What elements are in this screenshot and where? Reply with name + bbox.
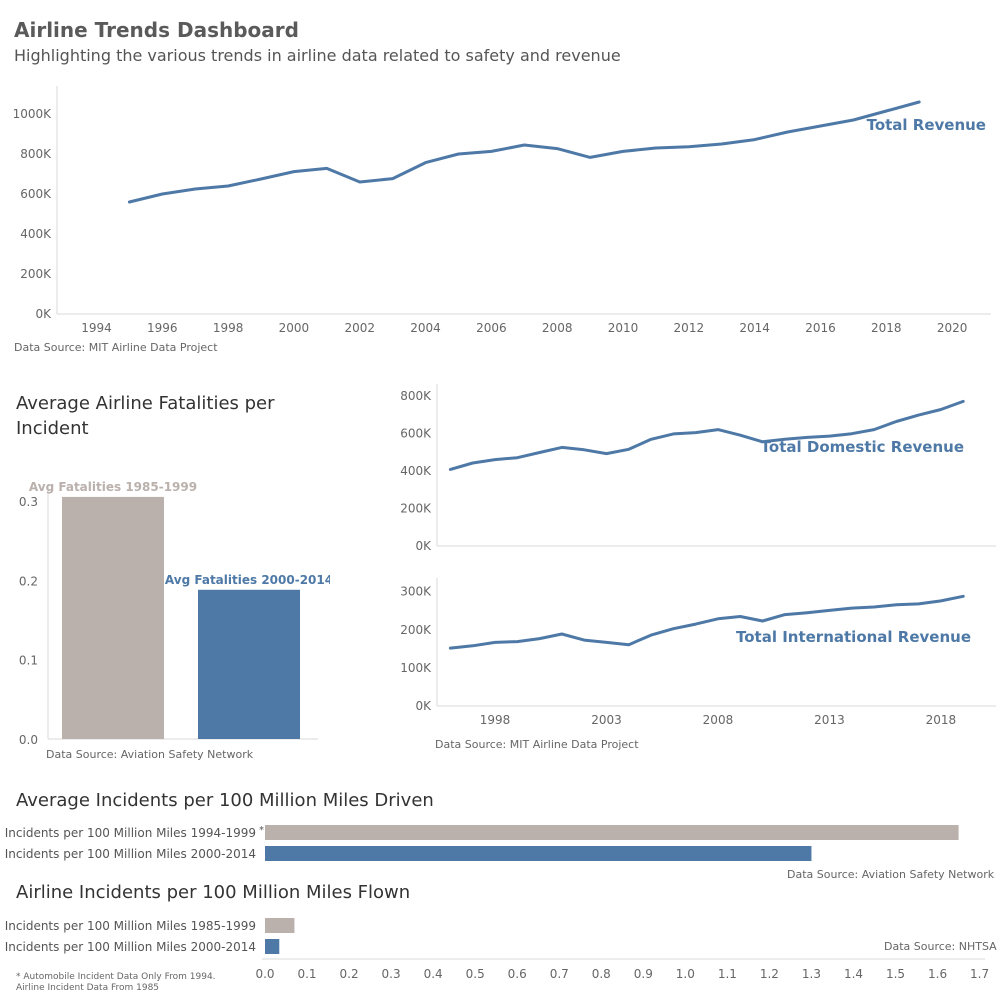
x-tick-label: 0.7 (550, 967, 569, 981)
x-tick-label: 2008 (703, 713, 734, 727)
x-tick-label: 2012 (674, 321, 705, 335)
international-revenue-chart: 0K 100K 200K 300K 1998 2003 2008 2013 2018 Total … (400, 578, 996, 727)
x-tick-label: 0.0 (255, 967, 274, 981)
flown-chart: Incidents per 100 Million Miles 1985-199… (5, 918, 989, 981)
y-tick-label: 200K (400, 623, 432, 637)
x-tick-label: 2008 (542, 321, 573, 335)
y-tick-label: 100K (400, 661, 432, 675)
x-tick-label: 0.3 (382, 967, 401, 981)
x-tick-label: 1.2 (760, 967, 779, 981)
x-tick-label: 1994 (81, 321, 112, 335)
x-tick-label: 2006 (476, 321, 507, 335)
x-tick-label: 1.5 (886, 967, 905, 981)
x-tick-label: 1.1 (718, 967, 737, 981)
bar-label: Avg Fatalities 1985-1999 (29, 480, 197, 494)
flown-title: Airline Incidents per 100 Million Miles … (16, 882, 411, 903)
driven-chart: Incidents per 100 Million Miles 1994-199… (5, 825, 959, 861)
y-tick-label: 0.1 (19, 654, 38, 668)
y-tick-label: 800K (20, 147, 52, 161)
total-revenue-source: Data Source: MIT Airline Data Project (14, 341, 218, 354)
x-tick-label: 2013 (814, 713, 845, 727)
x-tick-label: 2018 (926, 713, 957, 727)
x-tick-label: 2000 (279, 321, 310, 335)
x-tick-label: 2014 (739, 321, 770, 335)
y-tick-label: 0.0 (19, 733, 38, 747)
x-tick-label: 1.3 (802, 967, 821, 981)
y-tick-label: 0K (35, 307, 52, 321)
x-tick-label: 1.7 (970, 967, 989, 981)
series-label: Total International Revenue (736, 628, 971, 646)
x-tick-label: 2016 (805, 321, 836, 335)
driven-title: Average Incidents per 100 Million Miles … (16, 790, 434, 811)
y-tick-label: 600K (400, 426, 432, 440)
series-label: Total Domestic Revenue (761, 438, 964, 456)
y-tick-label: 0K (415, 699, 432, 713)
y-tick-label: 400K (400, 464, 432, 478)
y-tick-label: 300K (400, 585, 432, 599)
x-tick-label: 1.4 (844, 967, 863, 981)
series-label: Total Revenue (867, 116, 986, 134)
bar (265, 939, 280, 954)
y-tick-label: 1000K (13, 107, 53, 121)
bar (62, 496, 164, 739)
x-tick-label: 0.8 (592, 967, 611, 981)
bar-category-label: Incidents per 100 Million Miles 1985-199… (5, 919, 256, 933)
fatalities-source: Data Source: Aviation Safety Network (46, 748, 254, 761)
bar (265, 918, 295, 933)
footnote: * Automobile Incident Data Only From 199… (16, 972, 216, 994)
x-tick-label: 1996 (147, 321, 178, 335)
dashboard-subtitle: Highlighting the various trends in airli… (14, 46, 621, 65)
bar-label: Avg Fatalities 2000-2014 (165, 573, 330, 587)
x-tick-label: 0.5 (466, 967, 485, 981)
x-tick-label: 0.1 (297, 967, 316, 981)
y-tick-label: 600K (20, 187, 52, 201)
flown-source: Data Source: NHTSA (884, 940, 997, 953)
x-tick-label: 0.9 (634, 967, 653, 981)
y-tick-label: 0K (415, 539, 432, 550)
y-tick-label: 400K (20, 227, 52, 241)
bar-category-label: Incidents per 100 Million Miles 1994-199… (5, 826, 256, 840)
fatalities-title: Average Airline Fatalities per Incident (16, 393, 275, 439)
x-tick-label: 2020 (937, 321, 968, 335)
x-tick-label: 2018 (871, 321, 902, 335)
total-revenue-chart: 0K 200K 400K 600K 800K 1000K 1994 1996 1998 2000 2… (13, 86, 991, 335)
y-tick-label: 200K (20, 267, 52, 281)
x-tick-label: 1.6 (928, 967, 947, 981)
x-tick-label: 0.6 (508, 967, 527, 981)
domestic-revenue-chart: 0K 200K 400K 600K 800K Total Domestic Revenue (400, 384, 996, 550)
x-tick-label: 2002 (344, 321, 375, 335)
series-line (448, 399, 965, 471)
x-tick-label: 1998 (480, 713, 511, 727)
series-line (127, 100, 921, 204)
series-line (448, 594, 965, 650)
x-tick-label: 1998 (213, 321, 244, 335)
bar-category-label: Incidents per 100 Million Miles 2000-201… (5, 940, 256, 954)
y-tick-label: 0.3 (19, 495, 38, 509)
y-tick-label: 800K (400, 389, 432, 403)
bar (265, 846, 812, 861)
dom-intl-source: Data Source: MIT Airline Data Project (435, 738, 639, 751)
footnote-line-2: Airline Incident Data From 1985 (16, 983, 160, 993)
x-tick-label: 2003 (591, 713, 622, 727)
bar (198, 589, 300, 739)
y-tick-label: 0.2 (19, 574, 38, 588)
dashboard-title: Airline Trends Dashboard (14, 18, 299, 42)
y-tick-label: 200K (400, 501, 432, 515)
bar (265, 825, 959, 840)
x-tick-label: 2004 (410, 321, 441, 335)
footnote-line-1: * Automobile Incident Data Only From 199… (16, 972, 216, 982)
driven-source: Data Source: Aviation Safety Network (787, 868, 995, 881)
x-tick-label: 1.0 (676, 967, 695, 981)
x-tick-label: 2010 (608, 321, 639, 335)
bar-category-label: Incidents per 100 Million Miles 2000-201… (5, 847, 256, 861)
x-tick-label: 0.2 (340, 967, 359, 981)
x-tick-label: 0.4 (424, 967, 443, 981)
footnote-marker: * (259, 825, 264, 836)
